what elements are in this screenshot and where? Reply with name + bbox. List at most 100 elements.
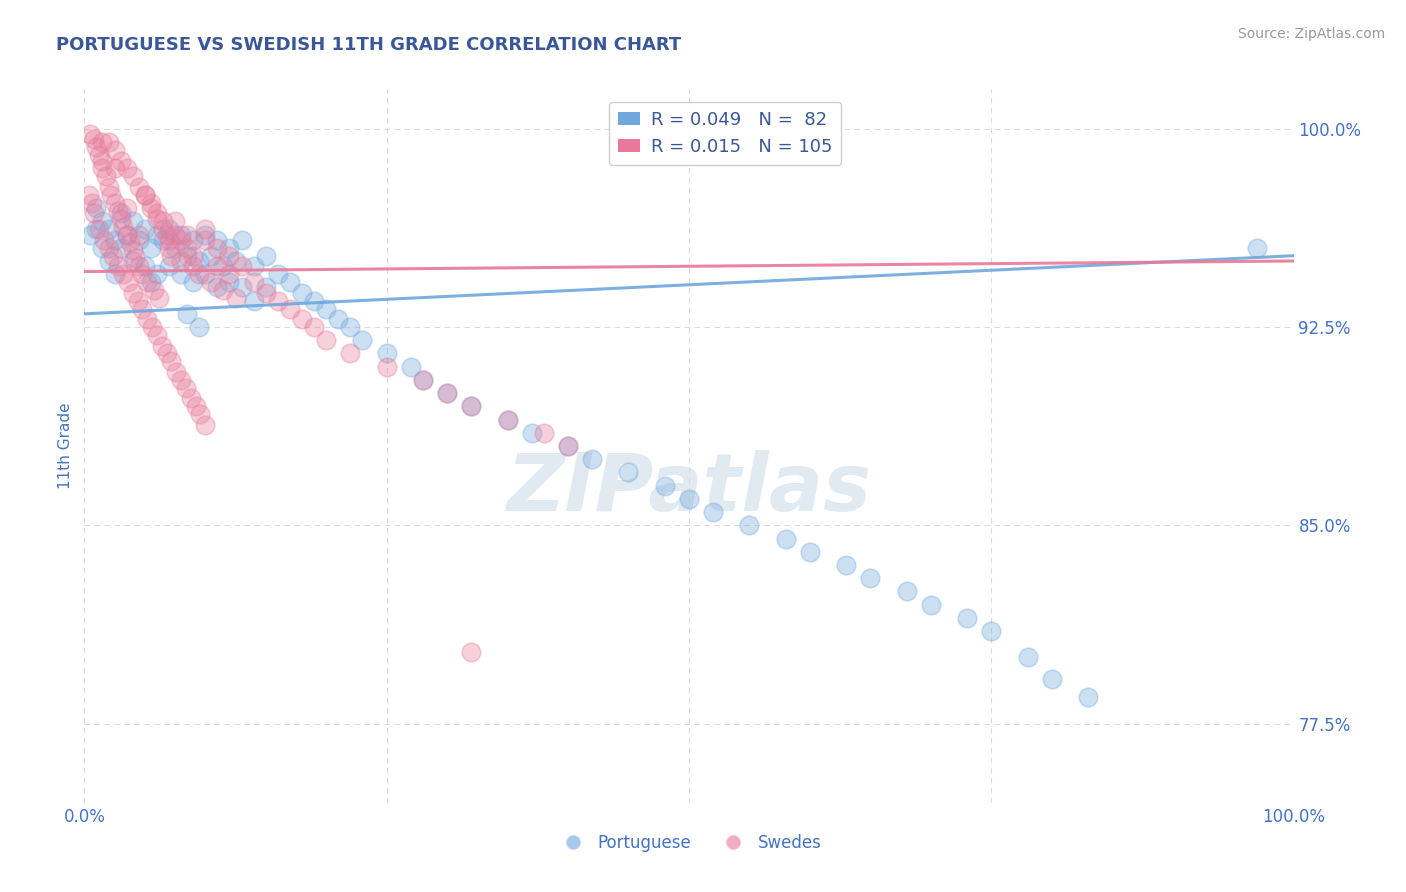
Point (278, 301, 301, 316)
Point (157, 233, 180, 247)
Point (200, 249, 222, 263)
Point (152, 222, 174, 236)
Point (328, 312, 350, 326)
Point (134, 222, 156, 236)
Text: PORTUGUESE VS SWEDISH 11TH GRADE CORRELATION CHART: PORTUGUESE VS SWEDISH 11TH GRADE CORRELA… (56, 36, 682, 54)
Point (1017, 650, 1039, 665)
Point (121, 169, 143, 184)
Point (110, 211, 132, 226)
Point (115, 227, 138, 242)
Point (165, 365, 187, 379)
Point (115, 161, 138, 176)
Point (200, 275, 222, 289)
Point (254, 280, 277, 294)
Point (254, 249, 277, 263)
Point (155, 227, 177, 242)
Point (86, 140, 108, 154)
Point (267, 293, 290, 308)
Point (190, 407, 212, 421)
Point (165, 241, 187, 255)
Point (194, 227, 217, 242)
Point (134, 188, 156, 202)
Point (86, 201, 108, 215)
Point (146, 227, 169, 242)
Point (152, 214, 174, 228)
Point (77, 188, 100, 202)
Point (112, 219, 135, 234)
Point (496, 412, 519, 426)
Point (139, 195, 162, 210)
Point (412, 373, 434, 387)
Point (181, 260, 204, 274)
Point (146, 211, 169, 226)
Point (146, 206, 169, 220)
Point (254, 285, 277, 300)
Point (97, 135, 120, 149)
Point (896, 584, 918, 599)
Point (581, 452, 603, 467)
Point (302, 320, 325, 334)
Point (315, 333, 337, 347)
Point (83, 132, 105, 146)
Point (104, 233, 127, 247)
Point (128, 233, 150, 247)
Point (91, 135, 114, 149)
Point (180, 392, 202, 406)
Point (218, 249, 240, 263)
Point (97, 241, 120, 255)
Point (302, 293, 325, 308)
Point (654, 478, 676, 492)
Point (121, 214, 143, 228)
Point (799, 545, 821, 559)
Point (207, 260, 229, 274)
Point (194, 222, 217, 236)
Point (207, 280, 229, 294)
Point (93, 233, 115, 247)
Point (176, 241, 198, 255)
Point (170, 267, 193, 281)
Point (181, 233, 204, 247)
Point (91, 241, 114, 255)
Point (339, 320, 361, 334)
Point (160, 354, 183, 368)
Point (218, 267, 240, 281)
Point (170, 233, 193, 247)
Point (218, 241, 240, 255)
Point (97, 180, 120, 194)
Point (291, 312, 314, 326)
Point (678, 491, 700, 506)
Point (170, 373, 193, 387)
Point (157, 260, 180, 274)
Point (194, 417, 217, 432)
Point (174, 381, 197, 395)
Point (160, 249, 183, 263)
Point (291, 285, 314, 300)
Point (121, 285, 143, 300)
Legend: Portuguese, Swedes: Portuguese, Swedes (550, 828, 828, 859)
Point (1040, 672, 1063, 686)
Point (104, 267, 127, 281)
Point (184, 400, 207, 414)
Point (165, 227, 187, 242)
Point (165, 214, 187, 228)
Point (1077, 690, 1099, 704)
Point (242, 293, 264, 308)
Point (128, 180, 150, 194)
Point (412, 373, 434, 387)
Point (225, 254, 247, 268)
Point (170, 254, 193, 268)
Point (83, 206, 105, 220)
Point (124, 252, 146, 266)
Point (225, 291, 247, 305)
Point (242, 260, 264, 274)
Point (79, 227, 101, 242)
Point (134, 188, 156, 202)
Point (136, 312, 159, 326)
Point (86, 222, 108, 236)
Point (278, 275, 301, 289)
Text: ZIPatlas: ZIPatlas (506, 450, 872, 528)
Point (176, 227, 198, 242)
Point (557, 439, 579, 453)
Point (107, 203, 129, 218)
Point (110, 153, 132, 168)
